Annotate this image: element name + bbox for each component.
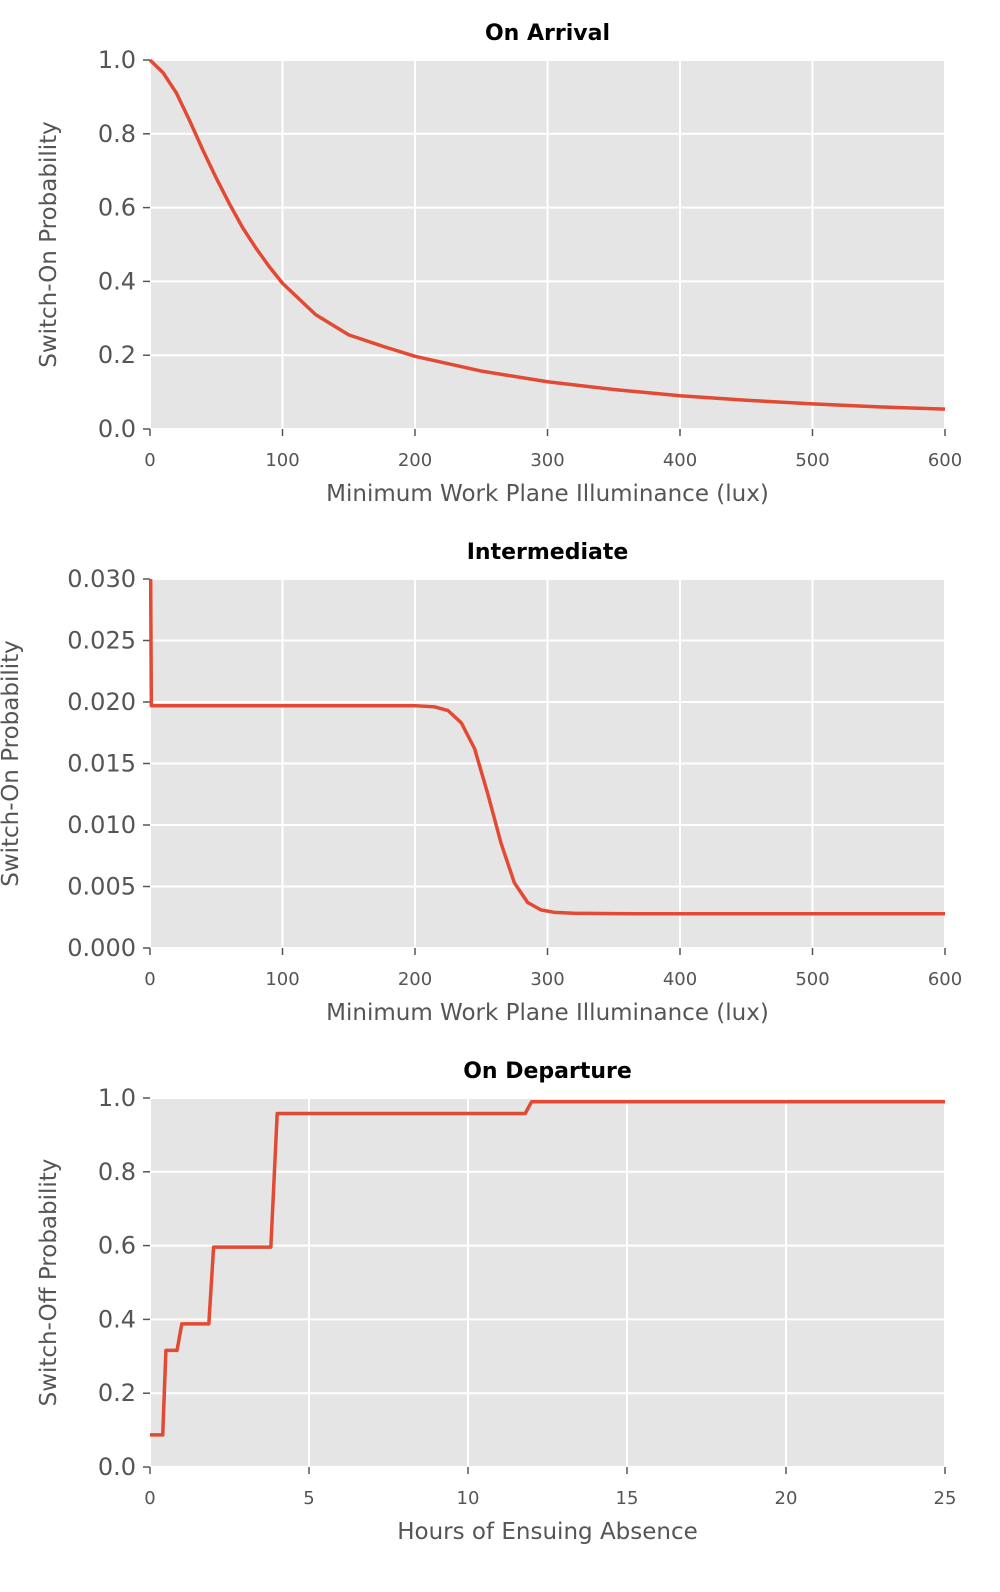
on-arrival-x-tick-label: 300 [530, 450, 564, 471]
on-departure-plot-area [150, 1098, 945, 1467]
on-departure-y-tick-label: 1.0 [98, 1084, 136, 1112]
intermediate-x-tick-label: 0 [144, 969, 155, 990]
on-arrival-title: On Arrival [485, 21, 610, 46]
on-departure-x-tick-label: 20 [775, 1488, 798, 1509]
on-arrival-y-tick-label: 1.0 [98, 46, 136, 74]
on-arrival-x-tick-label: 100 [265, 450, 299, 471]
on-arrival-x-axis-label: Minimum Work Plane Illuminance (lux) [326, 481, 769, 507]
on-departure-chart: 0 5 10 15 20 25 0.0 0.2 0.4 0.6 0.8 1.0 On Departure… [36, 1059, 956, 1545]
on-arrival-x-tick-label: 0 [144, 450, 155, 471]
intermediate-x-axis-label: Minimum Work Plane Illuminance (lux) [326, 1000, 769, 1026]
on-departure-x-axis-label: Hours of Ensuing Absence [397, 1519, 698, 1545]
intermediate-x-tick-label: 100 [265, 969, 299, 990]
on-departure-x-tick-label: 5 [303, 1488, 314, 1509]
intermediate-x-tick-label: 200 [398, 969, 432, 990]
intermediate-y-tick-label: 0.010 [67, 811, 136, 839]
on-arrival-series-line [148, 58, 946, 411]
on-arrival-x-tick-label: 400 [663, 450, 697, 471]
on-departure-y-tick-label: 0.4 [98, 1305, 136, 1333]
on-arrival-y-axis-label: Switch-On Probability [36, 121, 62, 368]
on-arrival-y-tick-label: 0.6 [98, 194, 136, 222]
on-arrival-y-tick-label: 0.2 [98, 341, 136, 369]
on-departure-x-tick-label: 25 [934, 1488, 957, 1509]
on-departure-y-tick-label: 0.0 [98, 1453, 136, 1481]
on-departure-x-tick-label: 0 [144, 1488, 155, 1509]
on-arrival-x-tick-label: 600 [928, 450, 962, 471]
intermediate-chart: 0 100 200 300 400 500 600 0.000 0.005 0.010 0.015 0… [0, 540, 962, 1026]
on-arrival-y-tick-label: 0.8 [98, 120, 136, 148]
intermediate-y-tick-label: 0.000 [67, 934, 136, 962]
on-arrival-y-tick-label: 0.0 [98, 415, 136, 443]
on-arrival-x-tick-label: 200 [398, 450, 432, 471]
intermediate-x-tick-label: 300 [530, 969, 564, 990]
on-arrival-x-tick-label: 500 [795, 450, 829, 471]
intermediate-x-tick-label: 400 [663, 969, 697, 990]
intermediate-y-tick-label: 0.005 [67, 873, 136, 901]
on-departure-y-tick-label: 0.6 [98, 1232, 136, 1260]
intermediate-x-tick-label: 600 [928, 969, 962, 990]
on-departure-title: On Departure [463, 1059, 632, 1084]
intermediate-x-tick-label: 500 [795, 969, 829, 990]
intermediate-y-tick-label: 0.025 [67, 627, 136, 655]
on-departure-y-axis-label: Switch-Off Probability [36, 1159, 62, 1407]
on-departure-y-tick-label: 0.8 [98, 1158, 136, 1186]
on-arrival-chart: 0 100 200 300 400 500 600 0.0 0.2 0.4 0.6 0.8 1.0 On … [36, 21, 962, 507]
on-departure-series-line [150, 1099, 945, 1437]
intermediate-y-axis-label: Switch-On Probability [0, 640, 24, 887]
on-departure-x-tick-label: 10 [457, 1488, 480, 1509]
intermediate-series-line [148, 578, 945, 916]
intermediate-y-tick-label: 0.030 [67, 565, 136, 593]
on-departure-x-tick-label: 15 [616, 1488, 639, 1509]
on-arrival-y-tick-label: 0.4 [98, 267, 136, 295]
intermediate-y-tick-label: 0.020 [67, 688, 136, 716]
intermediate-y-tick-label: 0.015 [67, 750, 136, 778]
on-departure-y-tick-label: 0.2 [98, 1379, 136, 1407]
intermediate-title: Intermediate [467, 540, 629, 565]
